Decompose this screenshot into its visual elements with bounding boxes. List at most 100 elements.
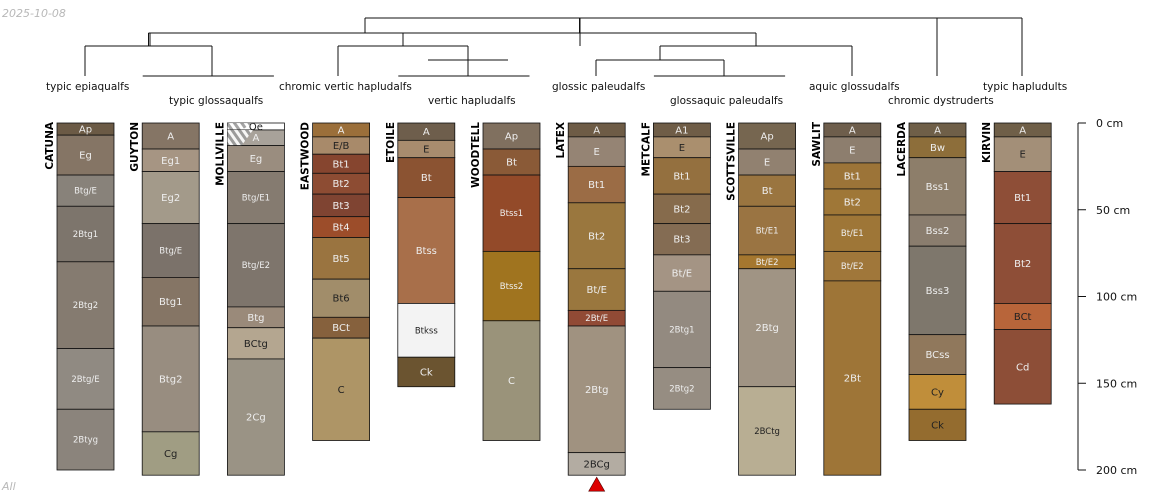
horizon-label: Ap [79,125,92,136]
horizon-label: A [338,125,345,136]
horizon-catuna-2 [56,174,115,207]
horizon-label: Btg/E [74,187,97,197]
horizon-label: Bt1 [1014,193,1031,204]
horizon-label: A1 [675,125,688,136]
horizon-kirvin-3 [993,223,1052,304]
horizon-label: 2Btg1 [669,325,694,335]
horizon-label: 2Btg [585,385,609,396]
horizon-label: E [423,145,429,156]
profile-name: CATUNA [44,121,56,169]
horizon-label: Btg1 [159,297,183,308]
horizon-label: Eg [79,151,92,162]
horizon-label: Ck [931,420,944,431]
horizon-mollville-7 [226,358,285,476]
profile-kirvin: A E Bt1 Bt2 BCt Cd KIRVIN [981,122,1052,405]
horizon-label: C [338,385,345,396]
horizon-label: Bt2 [673,204,690,215]
horizon-label: Bt2 [333,179,350,190]
horizon-latex-4 [567,268,626,311]
horizon-catuna-5 [56,348,115,410]
depth-exceeded-marker [588,476,606,492]
horizon-latex-1 [567,136,626,167]
horizon-label: Btss2 [500,282,523,292]
horizon-label: Eg [250,154,263,165]
horizon-label: Bss3 [926,286,950,297]
filter-label: All [2,480,16,493]
horizon-label: Ap [760,132,773,143]
taxon-label: glossaquic paleudalfs [670,95,783,107]
horizon-label: 2Bt [844,374,861,385]
horizon-label: A [252,133,259,144]
horizon-lacerda-2 [908,157,967,216]
taxon-label: typic hapludults [983,81,1067,93]
profile-name: ETOILE [385,122,397,163]
taxon-label: chromic dystruderts [888,95,994,107]
horizon-label: BCtg [244,339,268,350]
horizon-label: 2Bt/E [585,314,608,324]
horizon-metcalf-3 [653,193,711,225]
horizon-label: Bss1 [926,182,950,193]
dendrogram [84,17,1023,77]
horizon-guyton-2 [141,171,200,225]
horizon-label: Cy [931,387,944,398]
horizon-woodtell-4 [482,320,541,441]
profile-name: WOODTELL [470,122,482,188]
horizon-guyton-4 [141,277,200,327]
horizon-pattern [227,123,254,130]
horizon-label: E [849,145,855,156]
taxon-labels: typic epiaqualfs typic glossaqualfs chromi… [46,81,1067,107]
profile-name: MOLLVILLE [214,122,226,186]
horizon-label: Bt1 [333,159,350,170]
horizon-label: Btg/E [159,246,182,256]
profile-name: LACERDA [896,121,908,176]
horizon-label: A [1019,125,1026,136]
horizon-label: Bt1 [844,171,861,182]
horizon-label: 2Cg [246,413,266,424]
horizon-label: Bt/E2 [841,262,864,272]
profile-name: EASTWOOD [300,122,312,190]
horizon-label: C [508,376,515,387]
horizon-label: 2Btg1 [73,230,98,240]
profile-name: METCALF [640,122,652,176]
depth-tick-label: 150 cm [1096,377,1137,390]
taxon-label: chromic vertic hapludalfs [279,81,412,93]
depth-axis: 0 cm 50 cm 100 cm 150 cm 200 cm [1077,117,1137,477]
horizon-label: Bt2 [844,197,861,208]
profile-name: KIRVIN [981,122,993,163]
horizon-sawlit-2 [823,162,882,190]
horizon-label: Btss [416,246,437,257]
horizon-label: 2BCtg [754,427,780,437]
horizon-woodtell-0 [482,122,541,150]
horizon-mollville-2 [226,145,285,172]
horizon-label: BCt [332,323,350,334]
horizon-mollville-3 [226,171,285,225]
horizon-latex-2 [567,165,626,204]
horizon-label: Bt5 [333,254,350,265]
horizon-label: 2Btg/E [71,375,99,385]
horizon-label: A [167,132,174,143]
taxon-label: vertic hapludalfs [428,95,516,107]
horizon-sawlit-6 [823,280,882,476]
profile-name: LATEX [555,122,567,158]
profile-metcalf: A1 E Bt1 Bt2 Bt3 Bt/E 2Btg1 2Btg2 METCALF [640,122,711,410]
depth-tick-label: 50 cm [1096,204,1130,217]
horizon-label: Bw [930,143,945,154]
horizon-label: Bt/E2 [756,258,779,268]
horizon-label: E [679,143,685,154]
horizon-latex-7 [567,452,626,476]
horizon-kirvin-5 [993,329,1052,405]
horizon-label: Bt [762,186,773,197]
horizon-label: 2Btg2 [669,384,694,394]
horizon-label: 2BCg [584,459,610,470]
horizon-etoile-3 [397,197,456,304]
horizon-label: Btg/E1 [242,194,270,204]
horizon-label: Bt4 [333,223,350,234]
horizon-latex-6 [567,325,626,454]
horizon-woodtell-1 [482,148,541,176]
horizon-label: Oe [249,122,263,133]
horizon-label: E [1020,150,1026,161]
horizon-woodtell-2 [482,174,541,252]
horizon-label: A [849,125,856,136]
